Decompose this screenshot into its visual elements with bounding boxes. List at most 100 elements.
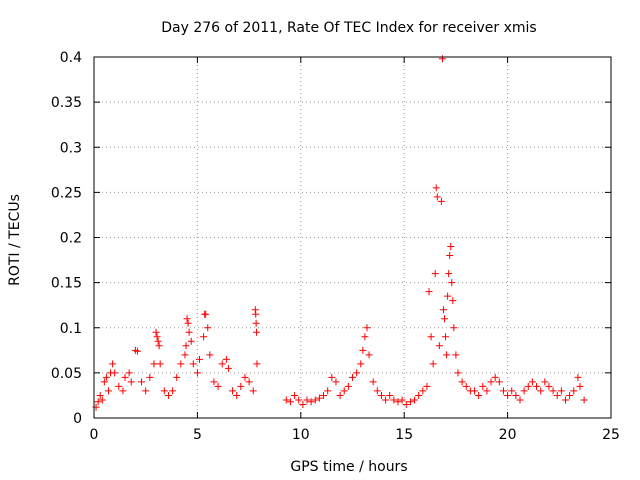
data-point-0-147: [570, 387, 578, 395]
data-point-0-58: [252, 319, 260, 327]
data-point-0-52: [237, 382, 245, 390]
data-point-0-76: [344, 382, 352, 390]
data-point-0-24: [155, 342, 163, 350]
data-point-0-145: [562, 396, 570, 404]
y-tick-label-0: 0: [73, 411, 82, 427]
data-point-0-17: [138, 378, 146, 386]
data-point-0-84: [369, 378, 377, 386]
data-point-0-127: [487, 378, 495, 386]
data-point-0-119: [454, 369, 462, 377]
data-point-0-36: [187, 337, 195, 345]
data-point-0-97: [423, 382, 431, 390]
data-point-0-32: [182, 342, 190, 350]
data-point-0-60: [253, 360, 261, 368]
chart-title: Day 276 of 2011, Rate Of TEC Index for r…: [161, 20, 536, 36]
data-point-0-106: [438, 55, 446, 63]
data-point-0-11: [119, 387, 127, 395]
data-point-0-96: [419, 387, 427, 395]
y-axis-label: ROTI / TECUs: [7, 194, 23, 286]
data-point-0-39: [195, 355, 203, 363]
data-point-0-13: [125, 369, 133, 377]
data-point-0-4: [100, 378, 108, 386]
y-tick-label-8: 0.4: [60, 50, 82, 66]
data-point-0-72: [328, 373, 336, 381]
data-point-0-95: [415, 391, 423, 399]
data-point-0-144: [557, 387, 565, 395]
data-point-0-73: [332, 378, 340, 386]
data-point-0-2: [96, 391, 104, 399]
x-tick-label-5: 25: [602, 427, 620, 443]
data-point-0-104: [435, 342, 443, 350]
data-point-0-1: [94, 398, 102, 406]
data-point-0-116: [449, 297, 457, 305]
data-point-0-8: [109, 360, 117, 368]
data-point-0-90: [394, 398, 402, 406]
data-point-0-146: [566, 391, 574, 399]
data-point-0-77: [349, 373, 356, 381]
data-point-0-22: [153, 333, 161, 341]
data-point-0-132: [508, 387, 516, 395]
data-point-0-26: [160, 387, 168, 395]
data-point-0-138: [533, 382, 541, 390]
y-tick-label-6: 0.3: [60, 140, 82, 156]
data-point-0-139: [537, 387, 545, 395]
data-point-0-10: [115, 382, 123, 390]
data-point-0-135: [520, 387, 528, 395]
data-point-0-62: [286, 398, 294, 406]
y-tick-label-2: 0.1: [60, 321, 82, 337]
y-tick-label-3: 0.15: [51, 276, 82, 292]
data-point-0-93: [406, 398, 414, 406]
data-point-0-115: [448, 279, 456, 287]
data-point-0-92: [402, 400, 410, 408]
data-point-0-150: [580, 396, 588, 404]
x-tick-label-3: 15: [395, 427, 413, 443]
data-point-0-109: [442, 333, 450, 341]
y-tick-label-1: 0.05: [51, 366, 82, 382]
data-point-0-59: [253, 328, 261, 336]
data-point-0-85: [373, 387, 381, 395]
data-point-0-89: [390, 396, 398, 404]
data-point-0-82: [363, 324, 371, 332]
data-point-0-29: [173, 373, 181, 381]
data-points: [92, 55, 588, 411]
data-point-0-23: [154, 337, 162, 345]
data-point-0-130: [499, 387, 507, 395]
data-point-0-81: [361, 333, 369, 341]
data-point-0-55: [249, 387, 257, 395]
data-point-0-125: [479, 382, 487, 390]
data-point-0-124: [475, 391, 483, 399]
data-point-0-134: [516, 396, 524, 404]
data-point-0-112: [445, 270, 453, 278]
data-point-0-53: [241, 373, 249, 381]
data-point-0-75: [340, 387, 348, 395]
data-point-0-25: [156, 360, 164, 368]
data-point-0-65: [299, 400, 307, 408]
y-tick-label-4: 0.2: [60, 231, 82, 247]
data-point-0-83: [365, 351, 373, 359]
data-point-0-42: [202, 310, 210, 318]
data-point-0-44: [206, 351, 214, 359]
data-point-0-94: [411, 396, 419, 404]
data-point-0-5: [102, 373, 110, 381]
data-point-0-142: [549, 387, 557, 395]
data-point-0-31: [181, 351, 189, 359]
data-point-0-78: [353, 369, 361, 377]
data-point-0-140: [541, 378, 549, 386]
data-point-0-118: [452, 351, 460, 359]
data-point-0-46: [214, 382, 222, 390]
data-point-0-68: [311, 396, 319, 404]
data-point-0-12: [121, 373, 129, 381]
data-point-0-120: [458, 378, 466, 386]
data-point-0-108: [441, 315, 449, 323]
data-point-0-113: [446, 252, 454, 260]
data-point-0-98: [425, 288, 433, 296]
data-point-0-27: [164, 391, 172, 399]
data-point-0-38: [193, 369, 201, 377]
data-point-0-6: [104, 387, 112, 395]
data-point-0-28: [169, 387, 177, 395]
data-point-0-57: [252, 310, 260, 318]
data-point-0-110: [443, 351, 451, 359]
x-tick-label-4: 20: [499, 427, 517, 443]
data-point-0-14: [127, 378, 135, 386]
data-point-0-141: [545, 382, 553, 390]
